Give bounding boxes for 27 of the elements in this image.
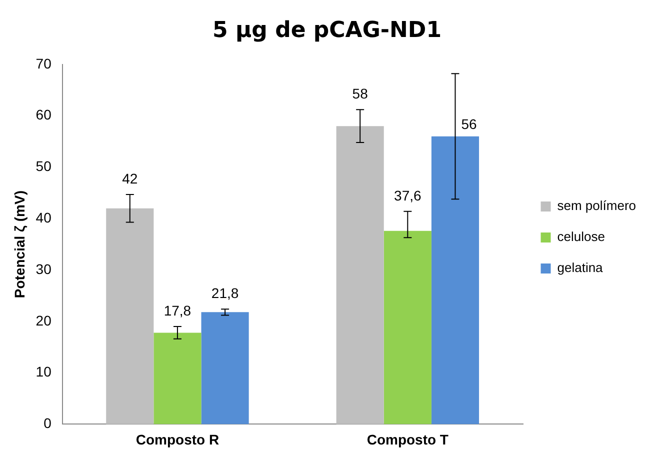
bar xyxy=(384,230,432,424)
y-tick-label: 60 xyxy=(36,106,52,123)
data-label: 37,6 xyxy=(394,187,422,204)
y-tick-label: 20 xyxy=(36,312,52,328)
y-tick-label: 70 xyxy=(36,55,52,72)
data-label: 58 xyxy=(352,85,368,102)
chart-title: 5 µg de pCAG-ND1 xyxy=(212,18,442,43)
bar xyxy=(201,312,249,424)
data-label: 17,8 xyxy=(164,302,192,318)
bar xyxy=(336,126,384,424)
y-tick-label: 0 xyxy=(44,415,52,432)
bar xyxy=(106,208,154,424)
data-label: 42 xyxy=(122,170,138,186)
legend-label: celulose xyxy=(557,229,605,244)
bar xyxy=(154,332,202,424)
bar xyxy=(431,136,480,424)
y-tick-label: 40 xyxy=(36,209,52,226)
data-label: 56 xyxy=(461,116,478,132)
x-tick-label: Composto R xyxy=(136,431,220,448)
y-tick-label: 10 xyxy=(36,364,52,380)
data-label: 21,8 xyxy=(211,284,239,301)
x-tick-label: Composto T xyxy=(366,431,449,448)
legend-label: sem polímero xyxy=(557,198,636,214)
y-tick-label: 50 xyxy=(36,158,52,174)
legend-label: gelatina xyxy=(557,260,604,276)
y-tick-label: 30 xyxy=(36,260,52,277)
y-axis-title: Potencial ζ (mV) xyxy=(11,190,28,298)
